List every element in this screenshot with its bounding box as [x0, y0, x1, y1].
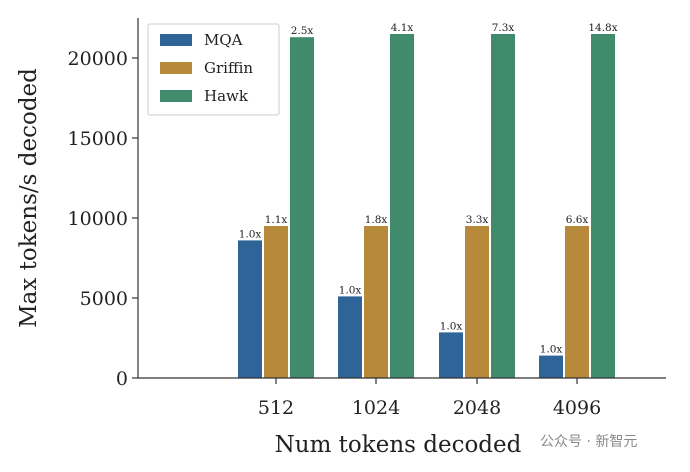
bar-data-label: 1.1x [265, 214, 288, 226]
bar-griffin-512 [264, 226, 288, 378]
y-ticks: 0 5000 10000 15000 20000 [68, 48, 138, 390]
plot-area: 1.0x1.1x2.5x1.0x1.8x4.1x1.0x3.3x7.3x1.0x… [238, 22, 618, 378]
bar-mqa-2048 [439, 332, 463, 378]
bar-data-label: 6.6x [566, 214, 589, 226]
bar-data-label: 7.3x [492, 22, 515, 34]
x-tick-label: 1024 [352, 397, 400, 419]
bar-data-label: 1.0x [239, 228, 262, 240]
x-ticks: 512 1024 2048 4096 [258, 378, 601, 419]
watermark-text: 公众号 · 新智元 [540, 434, 637, 450]
y-axis-label: Max tokens/s decoded [16, 68, 42, 328]
y-tick-label: 10000 [68, 208, 128, 230]
y-tick-label: 0 [116, 368, 128, 390]
bar-data-label: 3.3x [466, 214, 489, 226]
bar-hawk-4096 [591, 34, 615, 378]
bar-griffin-2048 [465, 226, 489, 378]
bar-data-label: 1.0x [440, 320, 463, 332]
bar-hawk-1024 [390, 34, 414, 378]
bar-mqa-4096 [539, 355, 563, 378]
y-tick-label: 15000 [68, 128, 128, 150]
bar-mqa-1024 [338, 296, 362, 378]
legend-label-mqa: MQA [204, 31, 243, 49]
x-tick-label: 2048 [453, 397, 501, 419]
x-axis-label: Num tokens decoded [275, 432, 522, 458]
bar-data-label: 4.1x [391, 22, 414, 34]
bar-data-label: 1.0x [339, 284, 362, 296]
y-tick-label: 20000 [68, 48, 128, 70]
bar-data-label: 2.5x [291, 25, 314, 37]
bar-griffin-4096 [565, 226, 589, 378]
bar-data-label: 1.8x [365, 214, 388, 226]
bar-hawk-512 [290, 37, 314, 378]
legend-swatch-mqa [160, 34, 192, 46]
legend-label-hawk: Hawk [204, 87, 249, 105]
legend-label-griffin: Griffin [204, 59, 253, 77]
legend-swatch-griffin [160, 62, 192, 74]
bar-data-label: 1.0x [540, 344, 563, 356]
y-tick-label: 5000 [80, 288, 128, 310]
bar-griffin-1024 [364, 226, 388, 378]
x-tick-label: 512 [258, 397, 294, 419]
legend: MQA Griffin Hawk [147, 23, 280, 116]
legend-swatch-hawk [160, 90, 192, 102]
bar-data-label: 14.8x [588, 22, 617, 34]
bar-mqa-512 [238, 240, 262, 378]
x-tick-label: 4096 [553, 397, 601, 419]
bar-hawk-2048 [491, 34, 515, 378]
